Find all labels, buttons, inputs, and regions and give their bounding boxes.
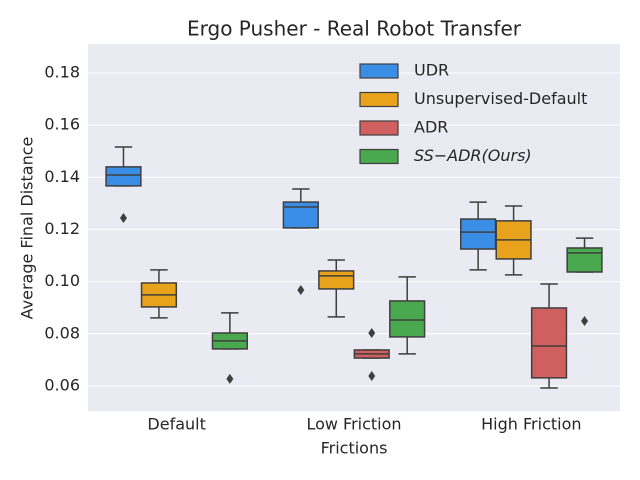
outlier bbox=[368, 371, 376, 382]
box bbox=[105, 166, 142, 187]
legend-swatch bbox=[359, 148, 399, 165]
y-tick-label: 0.08 bbox=[44, 323, 80, 342]
box bbox=[318, 270, 355, 290]
outlier bbox=[226, 373, 234, 384]
box bbox=[530, 307, 568, 379]
box bbox=[566, 247, 603, 273]
box bbox=[389, 300, 426, 338]
chart-title: Ergo Pusher - Real Robot Transfer bbox=[187, 17, 522, 41]
y-tick-label: 0.12 bbox=[44, 219, 80, 238]
box bbox=[460, 218, 497, 250]
outlier bbox=[581, 316, 589, 327]
box bbox=[282, 201, 319, 229]
outlier bbox=[297, 284, 305, 295]
y-axis-label: Average Final Distance bbox=[18, 137, 37, 320]
x-axis-label: Frictions bbox=[321, 439, 388, 458]
y-tick-label: 0.06 bbox=[44, 375, 80, 394]
y-tick-label: 0.10 bbox=[44, 271, 80, 290]
y-tick-label: 0.16 bbox=[44, 115, 80, 134]
x-tick-label: Low Friction bbox=[306, 415, 401, 434]
x-tick-label: High Friction bbox=[481, 415, 581, 434]
outlier bbox=[368, 328, 376, 339]
x-tick-label: Default bbox=[147, 415, 205, 434]
outlier bbox=[119, 212, 127, 223]
y-tick-label: 0.18 bbox=[44, 62, 80, 81]
legend-label: ADR bbox=[414, 118, 448, 137]
legend-label: Unsupervised-Default bbox=[414, 89, 587, 108]
legend-swatch bbox=[359, 63, 399, 79]
legend-label: UDR bbox=[414, 61, 449, 80]
legend-swatch bbox=[359, 91, 399, 108]
legend-label: SS−ADR(Ours) bbox=[414, 146, 532, 165]
y-tick-label: 0.14 bbox=[44, 167, 80, 186]
legend-swatch bbox=[359, 120, 399, 136]
